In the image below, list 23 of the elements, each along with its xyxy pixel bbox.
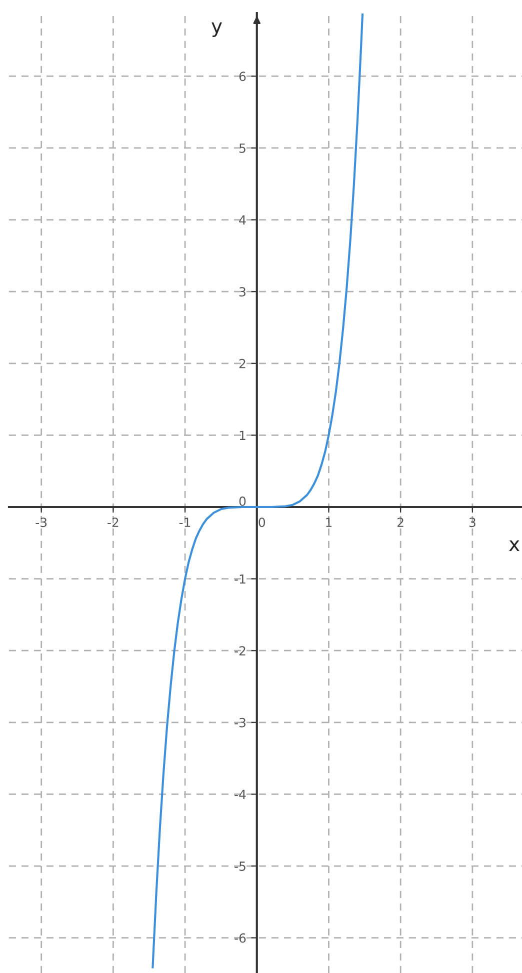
y-tick-label: -2 — [234, 646, 246, 656]
y-tick-label: 2 — [239, 358, 246, 368]
y-tick-label: -4 — [234, 790, 246, 799]
x-axis-title: x — [509, 540, 520, 551]
y-tick-label: 1 — [240, 430, 246, 440]
y-tick-label: 4 — [239, 215, 246, 225]
x-tick-label: -3 — [36, 518, 47, 528]
x-tick-label: -1 — [179, 518, 190, 527]
y-tick-label: 3 — [239, 287, 246, 297]
x-tick-label: 1 — [326, 518, 332, 527]
x-tick-label: -2 — [108, 518, 118, 527]
y-tick-label: -5 — [234, 862, 246, 871]
y-tick-label: -3 — [234, 718, 246, 728]
y-tick-label: 6 — [239, 72, 246, 82]
x-tick-label: 0 — [258, 518, 266, 528]
y-tick-label: -1 — [234, 574, 246, 584]
y-tick-label: 5 — [239, 144, 246, 153]
line-series — [152, 13, 364, 968]
y-tick-label: 0 — [239, 496, 246, 506]
y-tick-label: -6 — [234, 933, 246, 943]
y-axis-title: y — [212, 22, 222, 37]
x-tick-label: 2 — [398, 518, 404, 527]
x-tick-label: 3 — [469, 518, 476, 528]
